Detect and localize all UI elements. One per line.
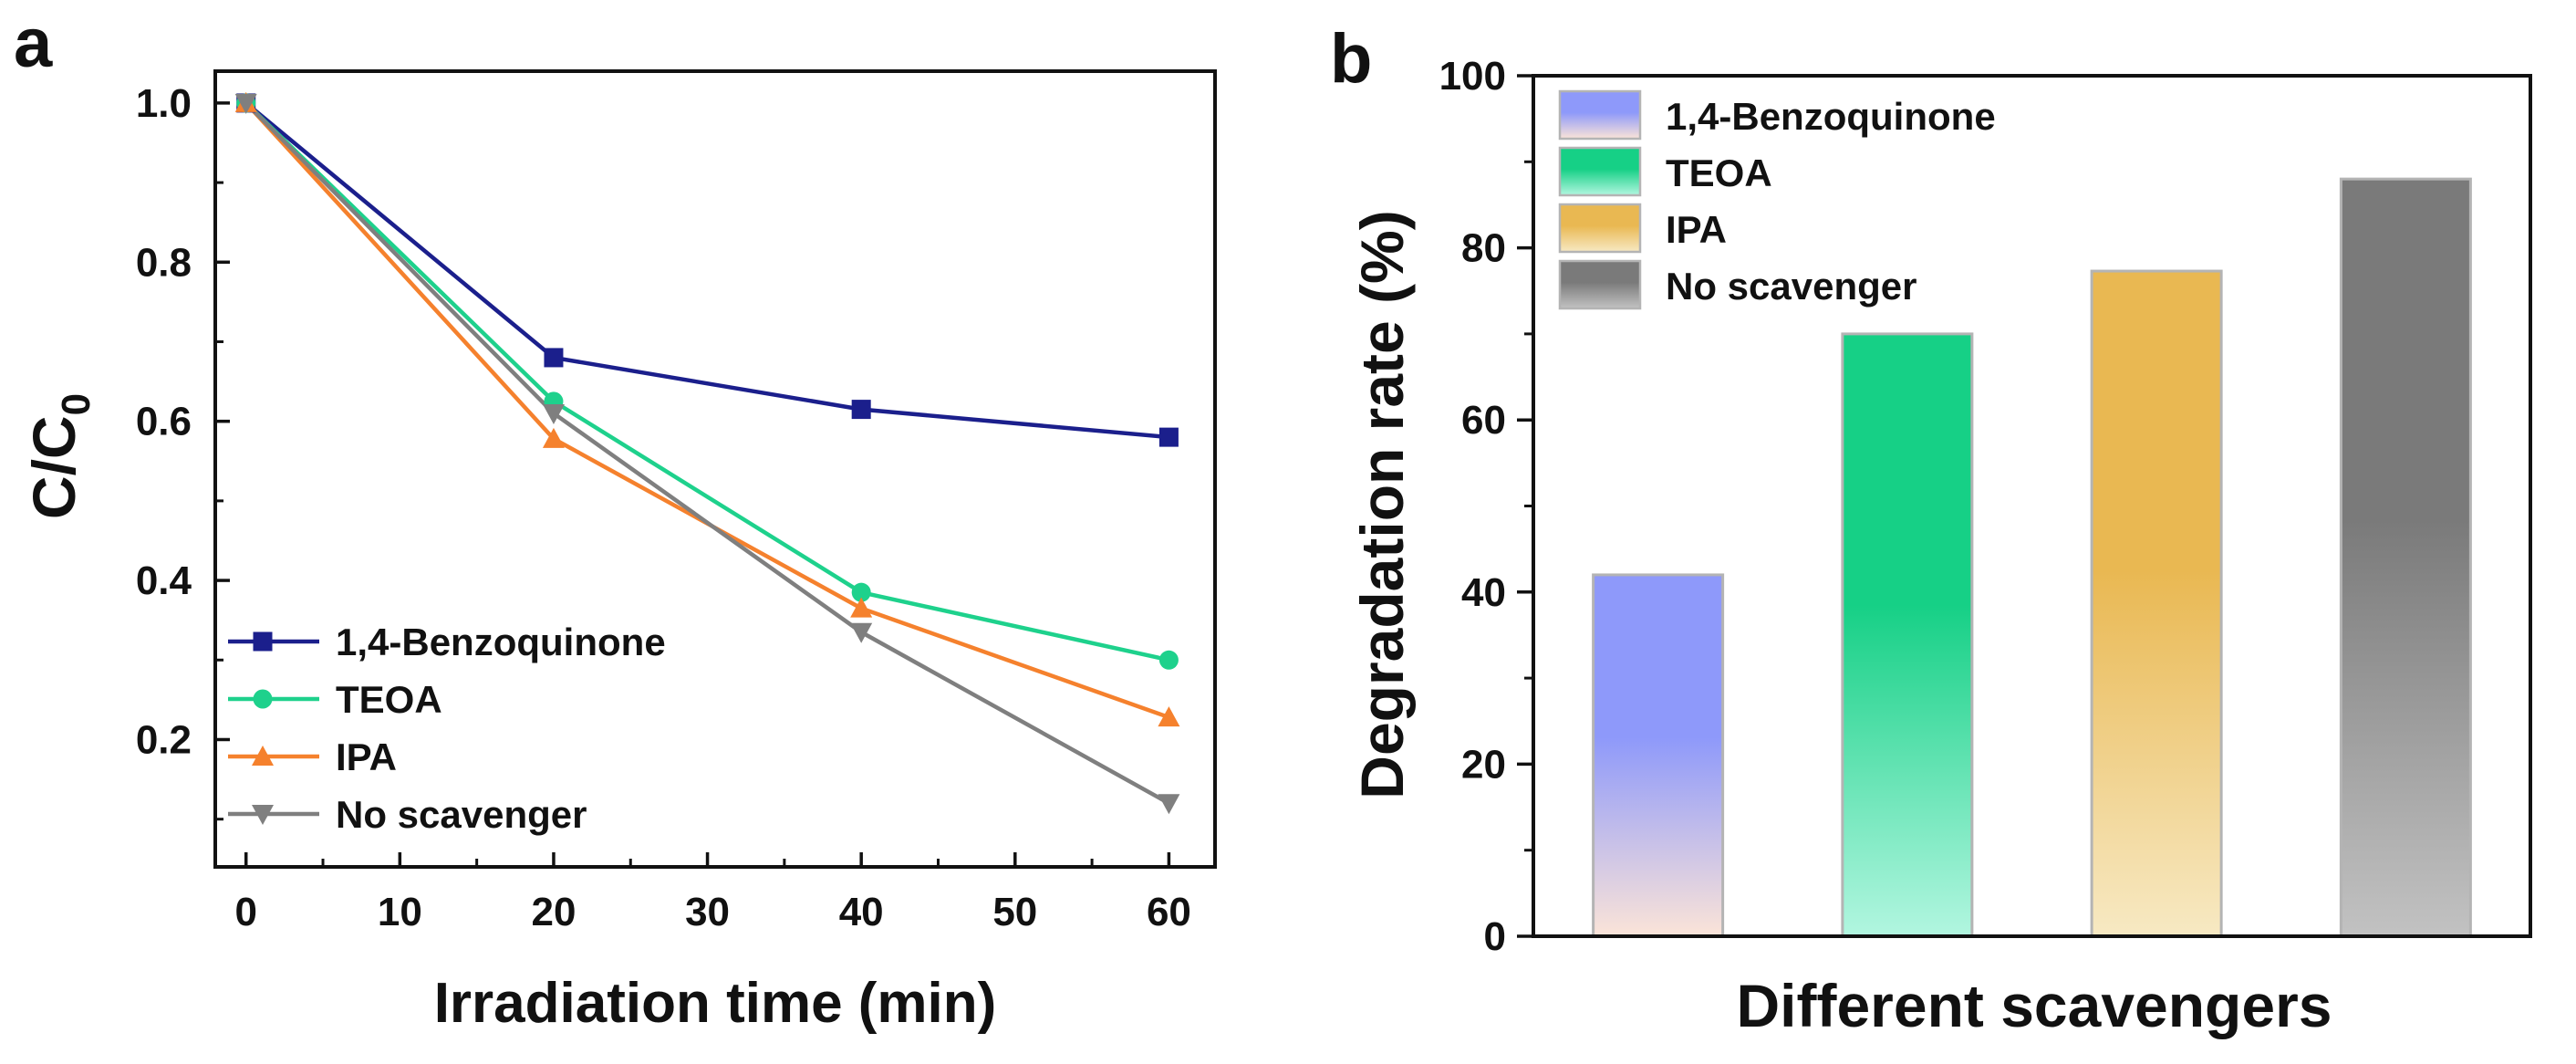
bar-3: [2090, 269, 2223, 938]
data-point: [851, 582, 871, 602]
data-point: [1158, 706, 1180, 727]
bar-1: [1592, 573, 1725, 938]
data-point: [234, 93, 257, 114]
x-tick-label: 50: [992, 890, 1037, 934]
legend-marker: [252, 805, 274, 825]
legend-label: TEOA: [336, 678, 442, 721]
y-tick-label: 1.0: [136, 81, 192, 126]
legend-swatch: [1558, 146, 1642, 197]
data-point: [1158, 650, 1179, 670]
panel-a-ticks: 0 10 20 30 40 50 60 0.2 0.4 0.6 0.8 1.0: [136, 81, 1191, 934]
legend-label: 1,4-Benzoquinone: [336, 621, 666, 663]
series-line-0: [244, 101, 1169, 440]
panel-a-x-axis-title: Irradiation time (min): [434, 972, 997, 1035]
y-axis-title-subscript: 0: [54, 393, 99, 415]
x-tick-label: 60: [1147, 890, 1191, 934]
y-tick-label: 0: [1484, 914, 1506, 959]
legend-marker: [253, 689, 273, 709]
panel-a: a 0 10 20 30 40 50 60 0.2 0.4 0.6 0.8 1.0 1,4-Benzo…: [14, 5, 1217, 1035]
legend-swatch: [1558, 203, 1642, 254]
y-tick-label: 0.8: [136, 240, 192, 285]
panel-a-legend: 1,4-Benzoquinone TEOA IPA No scavenger: [228, 621, 666, 836]
legend-swatch: [1558, 259, 1642, 310]
panel-b-label: b: [1330, 20, 1372, 98]
data-point: [1158, 794, 1180, 815]
panel-b-legend: 1,4-Benzoquinone TEOA IPA No scavenger: [1558, 89, 1996, 310]
legend-label: 1,4-Benzoquinone: [1666, 95, 1996, 138]
data-point: [542, 403, 565, 424]
panel-a-series-markers: [234, 91, 1180, 815]
series-line-1: [244, 101, 1169, 662]
panel-a-series-lines: [244, 101, 1170, 806]
y-tick-label: 0.6: [136, 400, 192, 444]
y-tick-label: 0.2: [136, 717, 192, 762]
y-tick-label: 100: [1439, 54, 1506, 99]
panel-b-y-axis-title: Degradation rate (%): [1348, 210, 1416, 798]
legend-label: IPA: [1666, 208, 1727, 251]
x-tick-label: 20: [531, 890, 576, 934]
panel-a-y-axis-title: C/C0: [20, 393, 99, 519]
legend-label: No scavenger: [1666, 265, 1916, 308]
y-axis-title-main: C/C: [20, 415, 88, 519]
data-point: [542, 427, 565, 448]
panel-b-x-axis-title: Different scavengers: [1737, 972, 2332, 1039]
y-tick-label: 80: [1461, 226, 1506, 271]
legend-swatch: [1558, 89, 1642, 141]
x-tick-label: 30: [685, 890, 730, 934]
panel-a-plot-frame: [213, 69, 1217, 869]
legend-label: IPA: [336, 735, 397, 778]
x-tick-label: 40: [839, 890, 884, 934]
y-tick-label: 0.4: [136, 558, 192, 603]
y-tick-label: 60: [1461, 398, 1506, 443]
data-point: [544, 348, 564, 368]
panel-b-ticks: 0 20 40 60 80 100: [1439, 54, 1533, 959]
data-point: [850, 597, 873, 618]
data-point: [1158, 427, 1179, 447]
panel-b: b 0 20 40 60 80 100 1,4-Benzoquinone TEOA IPA No…: [1330, 20, 2532, 1039]
panel-b-bars: [1592, 177, 2472, 938]
y-tick-label: 20: [1461, 742, 1506, 787]
data-point: [851, 400, 871, 420]
y-tick-label: 40: [1461, 570, 1506, 615]
legend-label: No scavenger: [336, 793, 587, 836]
panel-a-label: a: [14, 5, 53, 82]
x-tick-label: 10: [378, 890, 422, 934]
legend-label: TEOA: [1666, 151, 1772, 194]
bar-4: [2339, 177, 2472, 938]
data-point: [850, 622, 873, 643]
bar-2: [1841, 332, 1974, 938]
legend-marker: [253, 631, 273, 652]
series-line-3: [244, 101, 1170, 806]
x-tick-label: 0: [234, 890, 256, 934]
legend-marker: [252, 746, 274, 766]
